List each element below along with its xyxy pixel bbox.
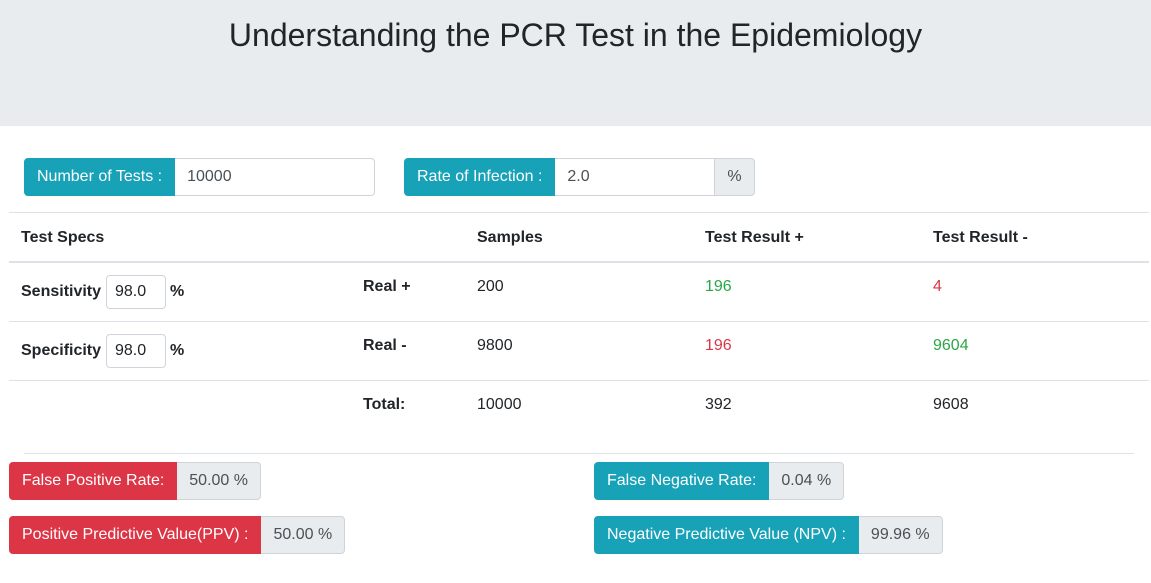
true-positive-count: 196 (705, 278, 732, 295)
rate-label: Rate of Infection : (404, 158, 556, 196)
specificity-unit: % (170, 342, 185, 359)
ppv-value: 50.00 % (261, 516, 346, 554)
sensitivity-input[interactable] (106, 275, 166, 309)
real-pos-samples: 200 (477, 278, 504, 295)
fpr-group: False Positive Rate: 50.00 % (9, 462, 261, 500)
row-label-real-pos: Real + (363, 278, 411, 295)
specificity-input[interactable] (106, 334, 166, 368)
real-neg-samples: 9800 (477, 337, 513, 354)
section-divider (24, 453, 1134, 454)
rate-unit: % (715, 158, 755, 196)
table-border (9, 212, 1149, 213)
row-divider (9, 321, 1149, 322)
header-result-neg: Test Result - (933, 229, 1028, 246)
sensitivity-unit: % (170, 283, 185, 300)
false-positive-count: 196 (705, 337, 732, 354)
npv-label: Negative Predictive Value (NPV) : (594, 516, 859, 554)
header-samples: Samples (477, 229, 543, 246)
npv-group: Negative Predictive Value (NPV) : 99.96 … (594, 516, 943, 554)
page-title: Understanding the PCR Test in the Epidem… (228, 17, 923, 53)
total-negative: 9608 (933, 396, 969, 413)
fpr-label: False Positive Rate: (9, 462, 178, 500)
rate-input-group: Rate of Infection : % (404, 158, 755, 196)
tests-input-group: Number of Tests : (24, 158, 376, 196)
fnr-value: 0.04 % (769, 462, 845, 500)
fnr-group: False Negative Rate: 0.04 % (594, 462, 845, 500)
tests-input[interactable] (175, 158, 376, 196)
fnr-label: False Negative Rate: (594, 462, 770, 500)
ppv-group: Positive Predictive Value(PPV) : 50.00 % (9, 516, 346, 554)
row-label-real-neg: Real - (363, 337, 407, 354)
total-positive: 392 (705, 396, 732, 413)
ppv-label: Positive Predictive Value(PPV) : (9, 516, 262, 554)
header-banner: Understanding the PCR Test in the Epidem… (0, 0, 1151, 126)
row-divider (9, 380, 1149, 381)
rate-input[interactable] (555, 158, 716, 196)
false-negative-count: 4 (933, 278, 942, 295)
tests-label: Number of Tests : (24, 158, 176, 196)
table-header-border (9, 261, 1149, 263)
header-test-specs: Test Specs (21, 229, 105, 246)
npv-value: 99.96 % (858, 516, 943, 554)
fpr-value: 50.00 % (177, 462, 261, 500)
header-result-pos: Test Result + (705, 229, 804, 246)
true-negative-count: 9604 (933, 337, 969, 354)
total-samples: 10000 (477, 396, 522, 413)
sensitivity-label: Sensitivity (21, 283, 102, 300)
specificity-label: Specificity (21, 342, 102, 359)
row-label-total: Total: (363, 396, 406, 413)
